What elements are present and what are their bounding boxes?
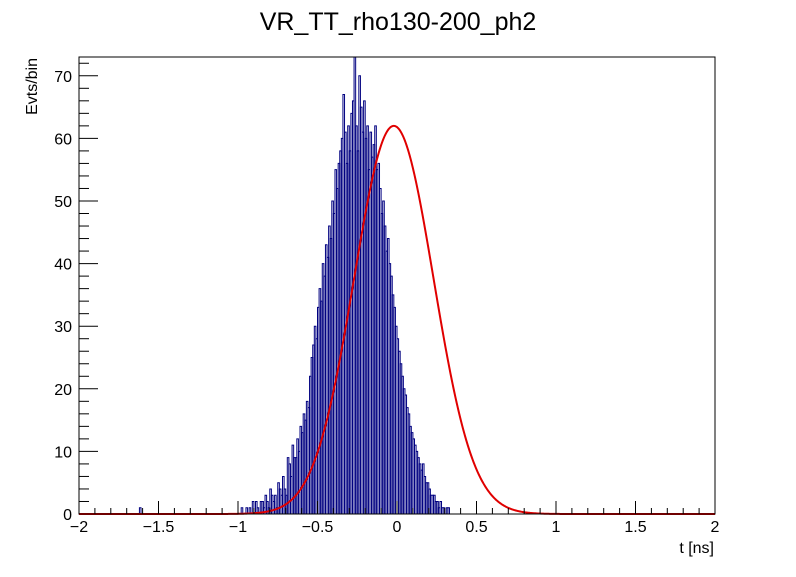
- histogram-bin: [251, 500, 255, 514]
- histogram-bin: [447, 507, 450, 514]
- x-axis-label: t [ns]: [679, 540, 714, 557]
- x-tick-label: 0: [393, 519, 402, 536]
- x-tick-label: 1.5: [624, 519, 646, 536]
- y-axis-label: Evts/bin: [24, 58, 41, 115]
- y-axis: 0 10 20 30 40 50 60 70: [54, 62, 98, 524]
- histogram-series: [138, 56, 450, 514]
- y-tick-label: 50: [54, 194, 72, 211]
- histogram-bin: [138, 507, 142, 514]
- histogram-bin: [240, 507, 244, 514]
- histogram-bin: [248, 507, 252, 514]
- y-tick-label: 70: [54, 69, 72, 86]
- x-tick-label: 1: [552, 519, 561, 536]
- y-tick-label: 60: [54, 131, 72, 148]
- y-tick-label: 10: [54, 444, 72, 461]
- x-tick-label: −1.5: [143, 519, 175, 536]
- histogram-bin: [274, 494, 277, 514]
- x-tick-label: −1: [229, 519, 247, 536]
- histogram-bin: [245, 507, 249, 514]
- y-tick-label: 0: [63, 507, 72, 524]
- y-tick-label: 30: [54, 319, 72, 336]
- x-tick-label: 0.5: [465, 519, 487, 536]
- x-tick-label: −0.5: [302, 519, 334, 536]
- x-tick-label: −2: [70, 519, 88, 536]
- chart-title: VR_TT_rho130-200_ph2: [260, 8, 537, 36]
- x-tick-label: 2: [711, 519, 720, 536]
- x-axis: −2 −1.5 −1 −0.5 0 0.5 1 1.5 2: [70, 501, 720, 536]
- y-tick-label: 40: [54, 257, 72, 274]
- histogram-bin: [256, 507, 260, 514]
- y-tick-label: 20: [54, 382, 72, 399]
